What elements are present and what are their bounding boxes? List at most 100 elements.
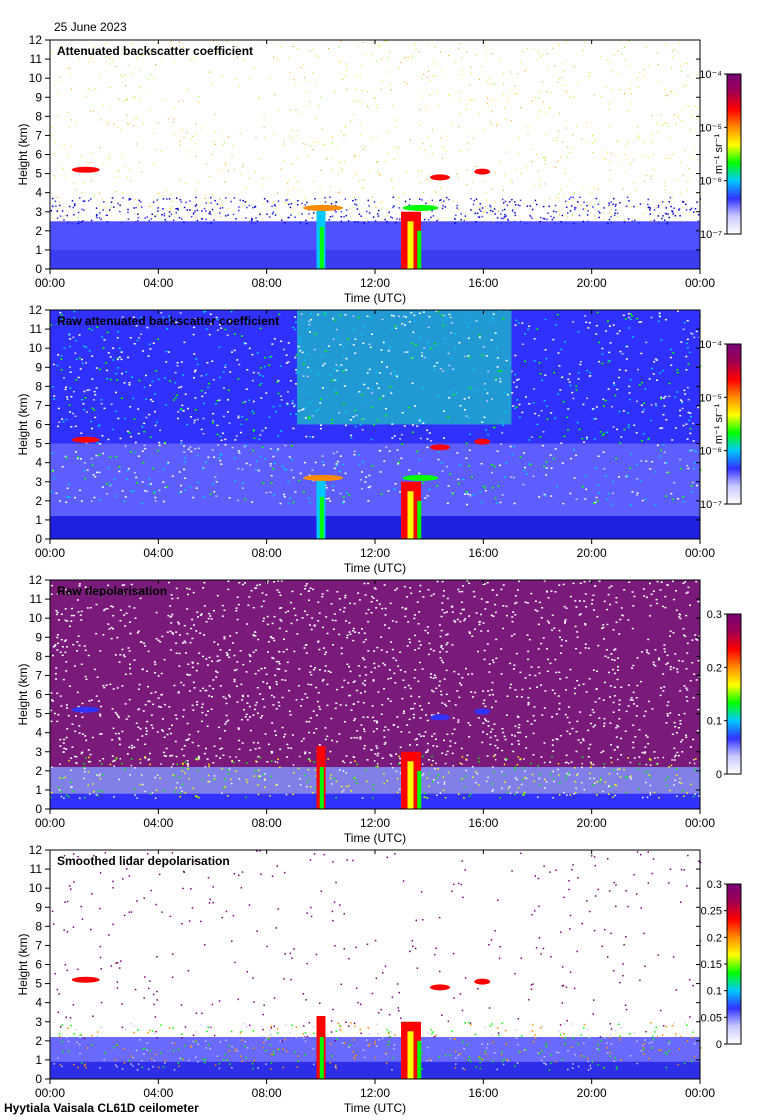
signal-speck — [554, 65, 556, 67]
signal-speck — [356, 100, 358, 102]
noise-speck — [133, 207, 135, 209]
noise-speck — [468, 582, 471, 585]
noise-speck — [532, 754, 535, 756]
noise-speck — [361, 418, 364, 421]
noise-speck — [273, 615, 276, 618]
noise-speck — [403, 585, 406, 588]
signal-speck — [54, 142, 56, 144]
signal-speck — [299, 212, 301, 214]
cloud-top — [402, 204, 439, 211]
noise-speck — [568, 198, 571, 200]
noise-speck — [624, 730, 627, 733]
y-tick-label: 10 — [29, 71, 43, 85]
noise-speck — [58, 204, 61, 207]
signal-speck — [284, 141, 286, 143]
noise-speck — [109, 484, 112, 487]
noise-speck — [501, 727, 504, 730]
noise-speck — [213, 219, 215, 221]
noise-speck — [419, 717, 422, 719]
x-tick-label: 12:00 — [360, 276, 390, 290]
noise-speck — [414, 405, 417, 407]
noise-speck — [642, 588, 645, 590]
noise-speck — [657, 204, 660, 207]
noise-speck — [426, 777, 428, 779]
noise-speck — [149, 793, 152, 795]
noise-speck — [584, 593, 587, 595]
signal-speck — [656, 52, 658, 54]
noise-speck — [679, 458, 682, 461]
noise-speck — [418, 419, 421, 422]
noise-speck — [448, 313, 451, 316]
noise-speck — [696, 201, 698, 204]
signal-speck — [550, 92, 552, 94]
noise-speck — [686, 319, 689, 322]
noise-speck — [572, 321, 575, 323]
signal-speck — [434, 65, 436, 67]
noise-speck — [602, 626, 605, 629]
noise-speck — [489, 204, 491, 207]
noise-speck — [96, 216, 98, 219]
noise-speck — [229, 320, 232, 323]
noise-speck — [78, 334, 81, 336]
noise-speck — [181, 404, 184, 407]
noise-speck — [649, 615, 652, 617]
noise-speck — [579, 652, 582, 654]
noise-speck — [133, 472, 136, 474]
noise-speck — [685, 355, 688, 358]
noise-speck — [64, 388, 67, 391]
noise-speck — [85, 362, 88, 364]
noise-speck — [461, 756, 464, 758]
noise-speck — [146, 490, 149, 493]
signal-speck — [196, 189, 198, 191]
noise-speck — [525, 747, 528, 749]
noise-speck — [538, 496, 541, 498]
noise-speck — [121, 648, 124, 651]
noise-speck — [154, 215, 157, 218]
noise-speck — [148, 478, 151, 480]
noise-speck — [484, 487, 487, 489]
noise-speck — [75, 379, 78, 381]
noise-speck — [569, 492, 572, 495]
signal-speck — [663, 181, 665, 183]
noise-speck — [224, 723, 227, 725]
signal-speck — [300, 67, 302, 69]
noise-speck — [335, 211, 337, 213]
noise-speck — [144, 447, 147, 450]
noise-speck — [311, 217, 314, 219]
noise-speck — [682, 582, 685, 585]
signal-speck — [357, 204, 359, 206]
signal-speck — [609, 178, 611, 180]
noise-speck — [134, 617, 137, 619]
noise-speck — [427, 759, 430, 761]
noise-speck — [184, 460, 187, 463]
noise-speck — [235, 770, 237, 772]
signal-speck — [545, 133, 547, 135]
noise-speck — [237, 467, 240, 470]
noise-speck — [196, 758, 199, 761]
noise-speck — [321, 364, 324, 367]
noise-speck — [162, 500, 165, 503]
signal-speck — [69, 67, 71, 69]
noise-speck — [616, 332, 619, 335]
noise-speck — [475, 319, 478, 322]
noise-speck — [519, 220, 522, 223]
noise-speck — [598, 492, 601, 494]
noise-speck — [187, 738, 190, 740]
noise-speck — [327, 345, 330, 347]
noise-speck — [613, 384, 616, 386]
noise-speck — [255, 460, 258, 462]
noise-speck — [519, 199, 522, 202]
noise-speck — [391, 423, 394, 425]
signal-speck — [410, 139, 412, 141]
noise-speck — [465, 667, 468, 670]
noise-speck — [516, 589, 519, 591]
noise-speck — [636, 463, 639, 466]
noise-speck — [165, 755, 168, 758]
noise-speck — [251, 410, 254, 413]
signal-speck — [227, 170, 229, 172]
noise-speck — [221, 432, 224, 435]
noise-speck — [356, 763, 359, 766]
noise-speck — [550, 412, 553, 414]
noise-speck — [465, 490, 468, 493]
noise-speck — [277, 435, 280, 437]
